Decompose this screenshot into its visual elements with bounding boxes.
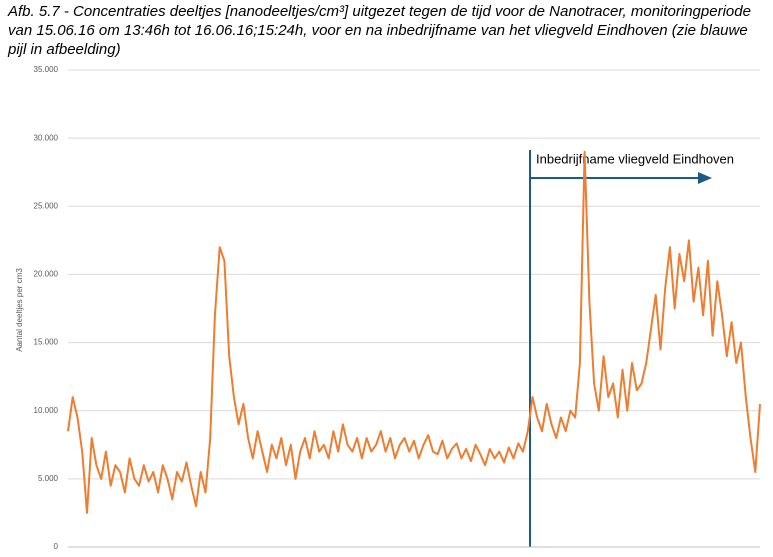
annotation: Inbedrijfname vliegveld Eindhoven bbox=[536, 151, 734, 166]
y-tick-label: 30.000 bbox=[34, 133, 59, 142]
y-tick-label: 25.000 bbox=[34, 201, 59, 210]
y-tick-label: 20.000 bbox=[34, 270, 59, 279]
y-tick-label: 10.000 bbox=[34, 406, 59, 415]
y-axis-label: Aantal deeltjes per cm3 bbox=[15, 268, 24, 352]
arrow-head bbox=[698, 172, 712, 184]
y-tick-label: 5.000 bbox=[38, 474, 59, 483]
y-tick-label: 15.000 bbox=[34, 338, 59, 347]
data-line bbox=[67, 150, 761, 514]
y-tick-label: 35.000 bbox=[34, 65, 59, 74]
chart-title: Afb. 5.7 - Concentraties deeltjes [nanod… bbox=[8, 3, 751, 58]
y-tick-label: 0 bbox=[54, 542, 59, 551]
